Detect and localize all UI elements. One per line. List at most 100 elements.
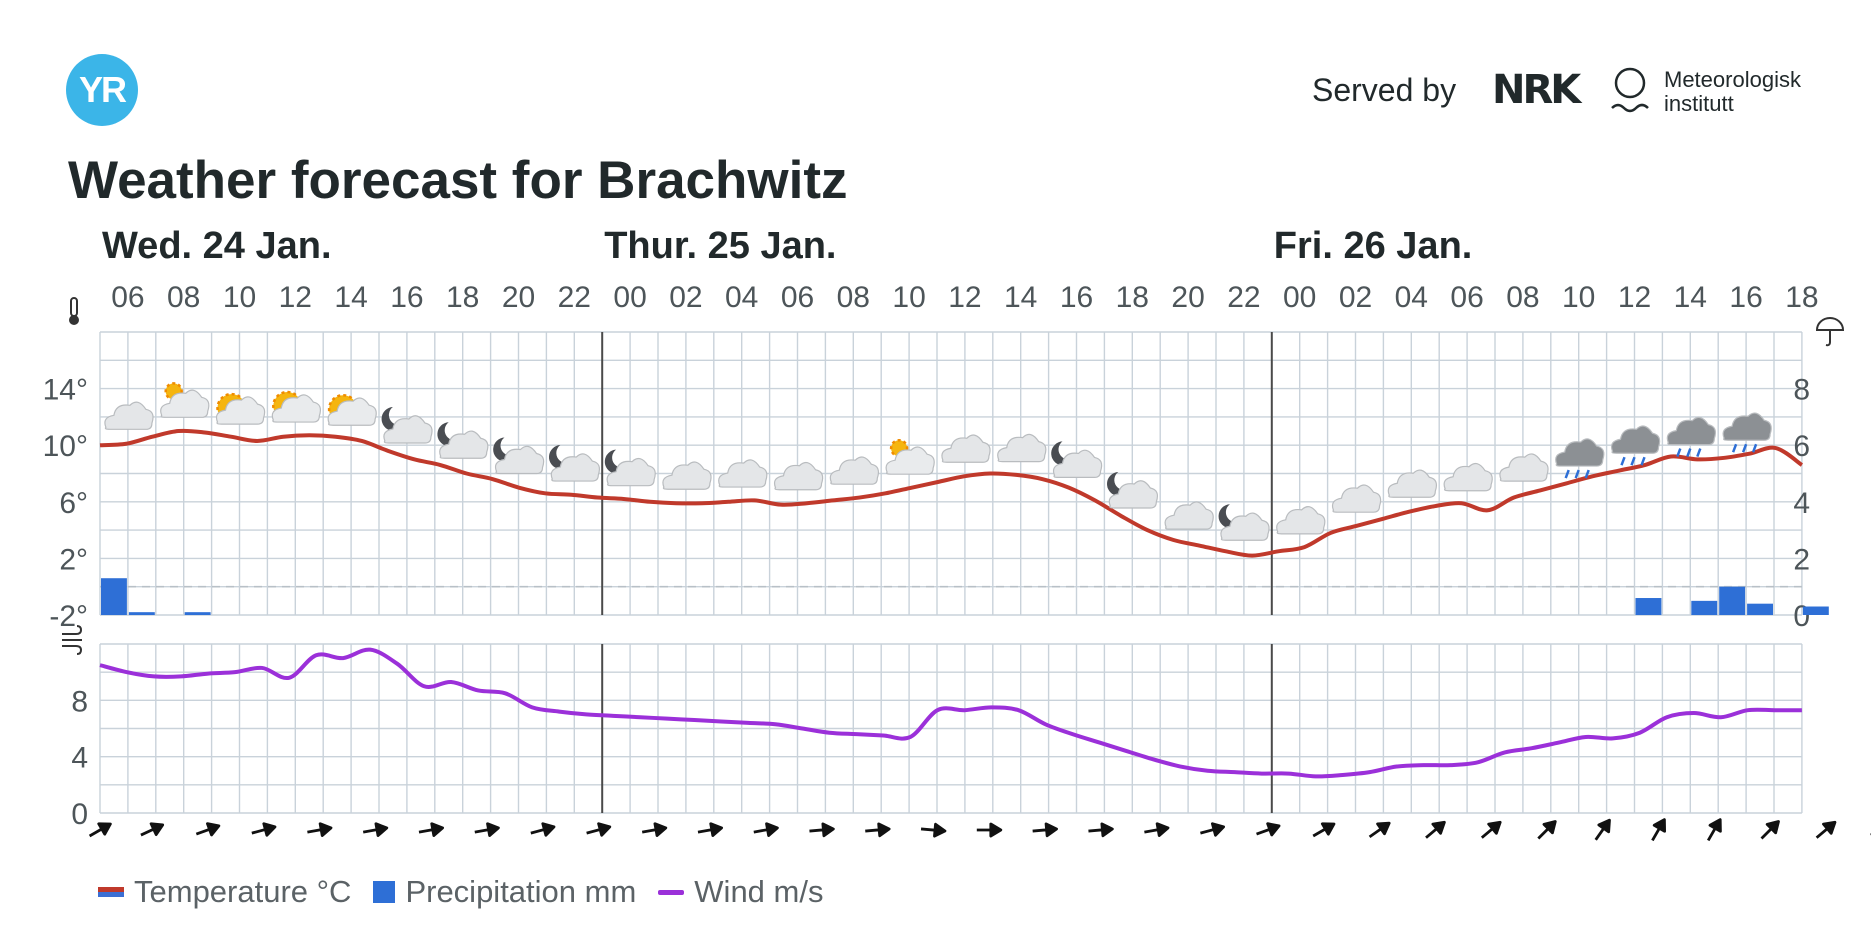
wind-direction-arrow-icon [418,822,445,837]
temperature-tick-label: 14° [43,374,88,407]
precipitation-tick-label: 4 [1793,487,1810,520]
x-tick-label: 14 [334,281,367,314]
wind-tick-label: 0 [71,798,88,831]
wind-direction-arrow-icon [1537,820,1557,840]
x-tick-label: 00 [1283,281,1316,314]
rain-icon [1610,425,1661,466]
precipitation-tick-label: 6 [1793,430,1810,463]
x-tick-label: 08 [167,281,200,314]
precipitation-swatch [373,881,396,903]
wind-direction-arrow-icon [1144,822,1170,837]
wind-direction-arrow-icon [1200,822,1225,837]
night-cloud-icon [548,445,601,482]
precipitation-bar [184,612,211,615]
temperature-tick-label: 2° [59,543,88,576]
x-tick-label: 02 [1339,281,1372,314]
wind-direction-arrow-icon [920,822,947,838]
wind-direction-arrow-icon [1706,818,1722,842]
wind-direction-arrow-icon [1651,818,1666,842]
wind-direction-arrow-icon [1594,818,1611,841]
legend-precipitation: Precipitation mm [373,874,636,910]
precipitation-tick-label: 2 [1793,543,1810,576]
x-tick-label: 10 [223,281,256,314]
night-cloud-icon [381,406,433,444]
precipitation-bar [1802,606,1829,615]
wind-direction-arrow-icon [474,822,500,837]
x-tick-label: 06 [111,281,144,314]
met-line1: Meteorologisk [1664,67,1801,92]
forecast-chart: Wed. 24 Jan. Thur. 25 Jan. Fri. 26 Jan.06 0… [43,225,1871,842]
x-tick-label: 16 [390,281,423,314]
x-tick-label: 08 [837,281,870,314]
rain-icon [1666,416,1717,458]
night-cloud-icon [1051,441,1103,479]
cloudy-icon [1276,506,1326,535]
legend-wind: Wind m/s [658,874,823,910]
x-tick-label: 06 [1450,281,1483,314]
umbrella-icon [1815,317,1845,347]
precipitation-tick-label: 0 [1793,600,1810,633]
legend-precipitation-label: Precipitation mm [405,874,637,909]
precipitation-bar [128,612,155,615]
wind-direction-arrow-icon [753,822,779,837]
x-tick-label: 12 [279,281,312,314]
x-tick-label: 10 [892,281,925,314]
temperature-tick-label: 10° [43,430,88,463]
x-tick-label: 22 [1227,281,1260,314]
wind-direction-arrow-icon [586,822,612,837]
met-institute-logo-icon [1611,67,1649,113]
precipitation-bar [1691,600,1718,615]
cloudy-icon [1331,484,1382,513]
x-tick-label: 16 [1729,281,1762,314]
wind-direction-arrow-icon [697,822,724,837]
x-tick-label: 20 [1171,281,1204,314]
wind-direction-arrow-icon [1088,822,1114,838]
cloudy-icon [829,456,880,485]
wind-direction-arrow-icon [195,822,221,837]
cloudy-icon [1387,469,1438,498]
x-tick-label: 00 [613,281,646,314]
x-tick-label: 10 [1562,281,1595,314]
wind-direction-arrow-icon [1368,821,1391,839]
partly-sunny-icon [160,382,210,418]
page-title: Weather forecast for Brachwitz [68,151,848,210]
cloudy-icon [718,459,768,488]
met-line2: institutt [1664,91,1734,116]
wind-direction-arrow-icon [1815,820,1837,839]
cloudy-icon [773,461,824,491]
cloudy-icon [941,434,991,463]
thermometer-icon [69,297,79,325]
night-cloud-icon [437,422,489,459]
x-tick-label: 18 [1116,281,1149,314]
x-tick-label: 20 [502,281,535,314]
rain-icon [1722,412,1772,453]
temperature-line [99,428,1804,558]
wind-swatch [658,889,685,895]
wind-direction-arrow-icon [1480,820,1502,839]
precipitation-bar [101,578,127,615]
temperature-tick-label: 6° [59,487,88,520]
x-tick-label: 06 [781,281,814,314]
served-by-label: Served by [1312,72,1457,108]
sun-cloud-icon [215,392,266,425]
day-label: Thur. 25 Jan. [604,225,836,267]
cloudy-icon [1443,462,1493,492]
yr-logo[interactable]: YR [66,54,138,126]
wind-line [99,647,1802,779]
cloudy-icon [1499,453,1549,482]
wind-direction-arrow-icon [362,822,389,837]
night-cloud-icon [604,449,656,487]
wind-direction-arrow-icon [1312,822,1336,838]
wind-direction-arrow-icon [1256,822,1281,837]
wind-direction-arrow-icon [530,822,556,837]
wind-tick-label: 4 [71,742,88,775]
wind-tick-label: 8 [71,685,88,718]
nrk-logo[interactable]: NRK [1492,67,1581,113]
wind-direction-arrow-icon [140,822,165,837]
x-tick-label: 04 [1395,281,1428,314]
temperature-tick-label: -2° [49,600,88,633]
precipitation-bar [1747,603,1773,615]
sun-cloud-icon [327,393,377,426]
met-institute-name[interactable]: Meteorologisk institutt [1664,68,1801,116]
wind-direction-arrow-icon [641,822,668,837]
